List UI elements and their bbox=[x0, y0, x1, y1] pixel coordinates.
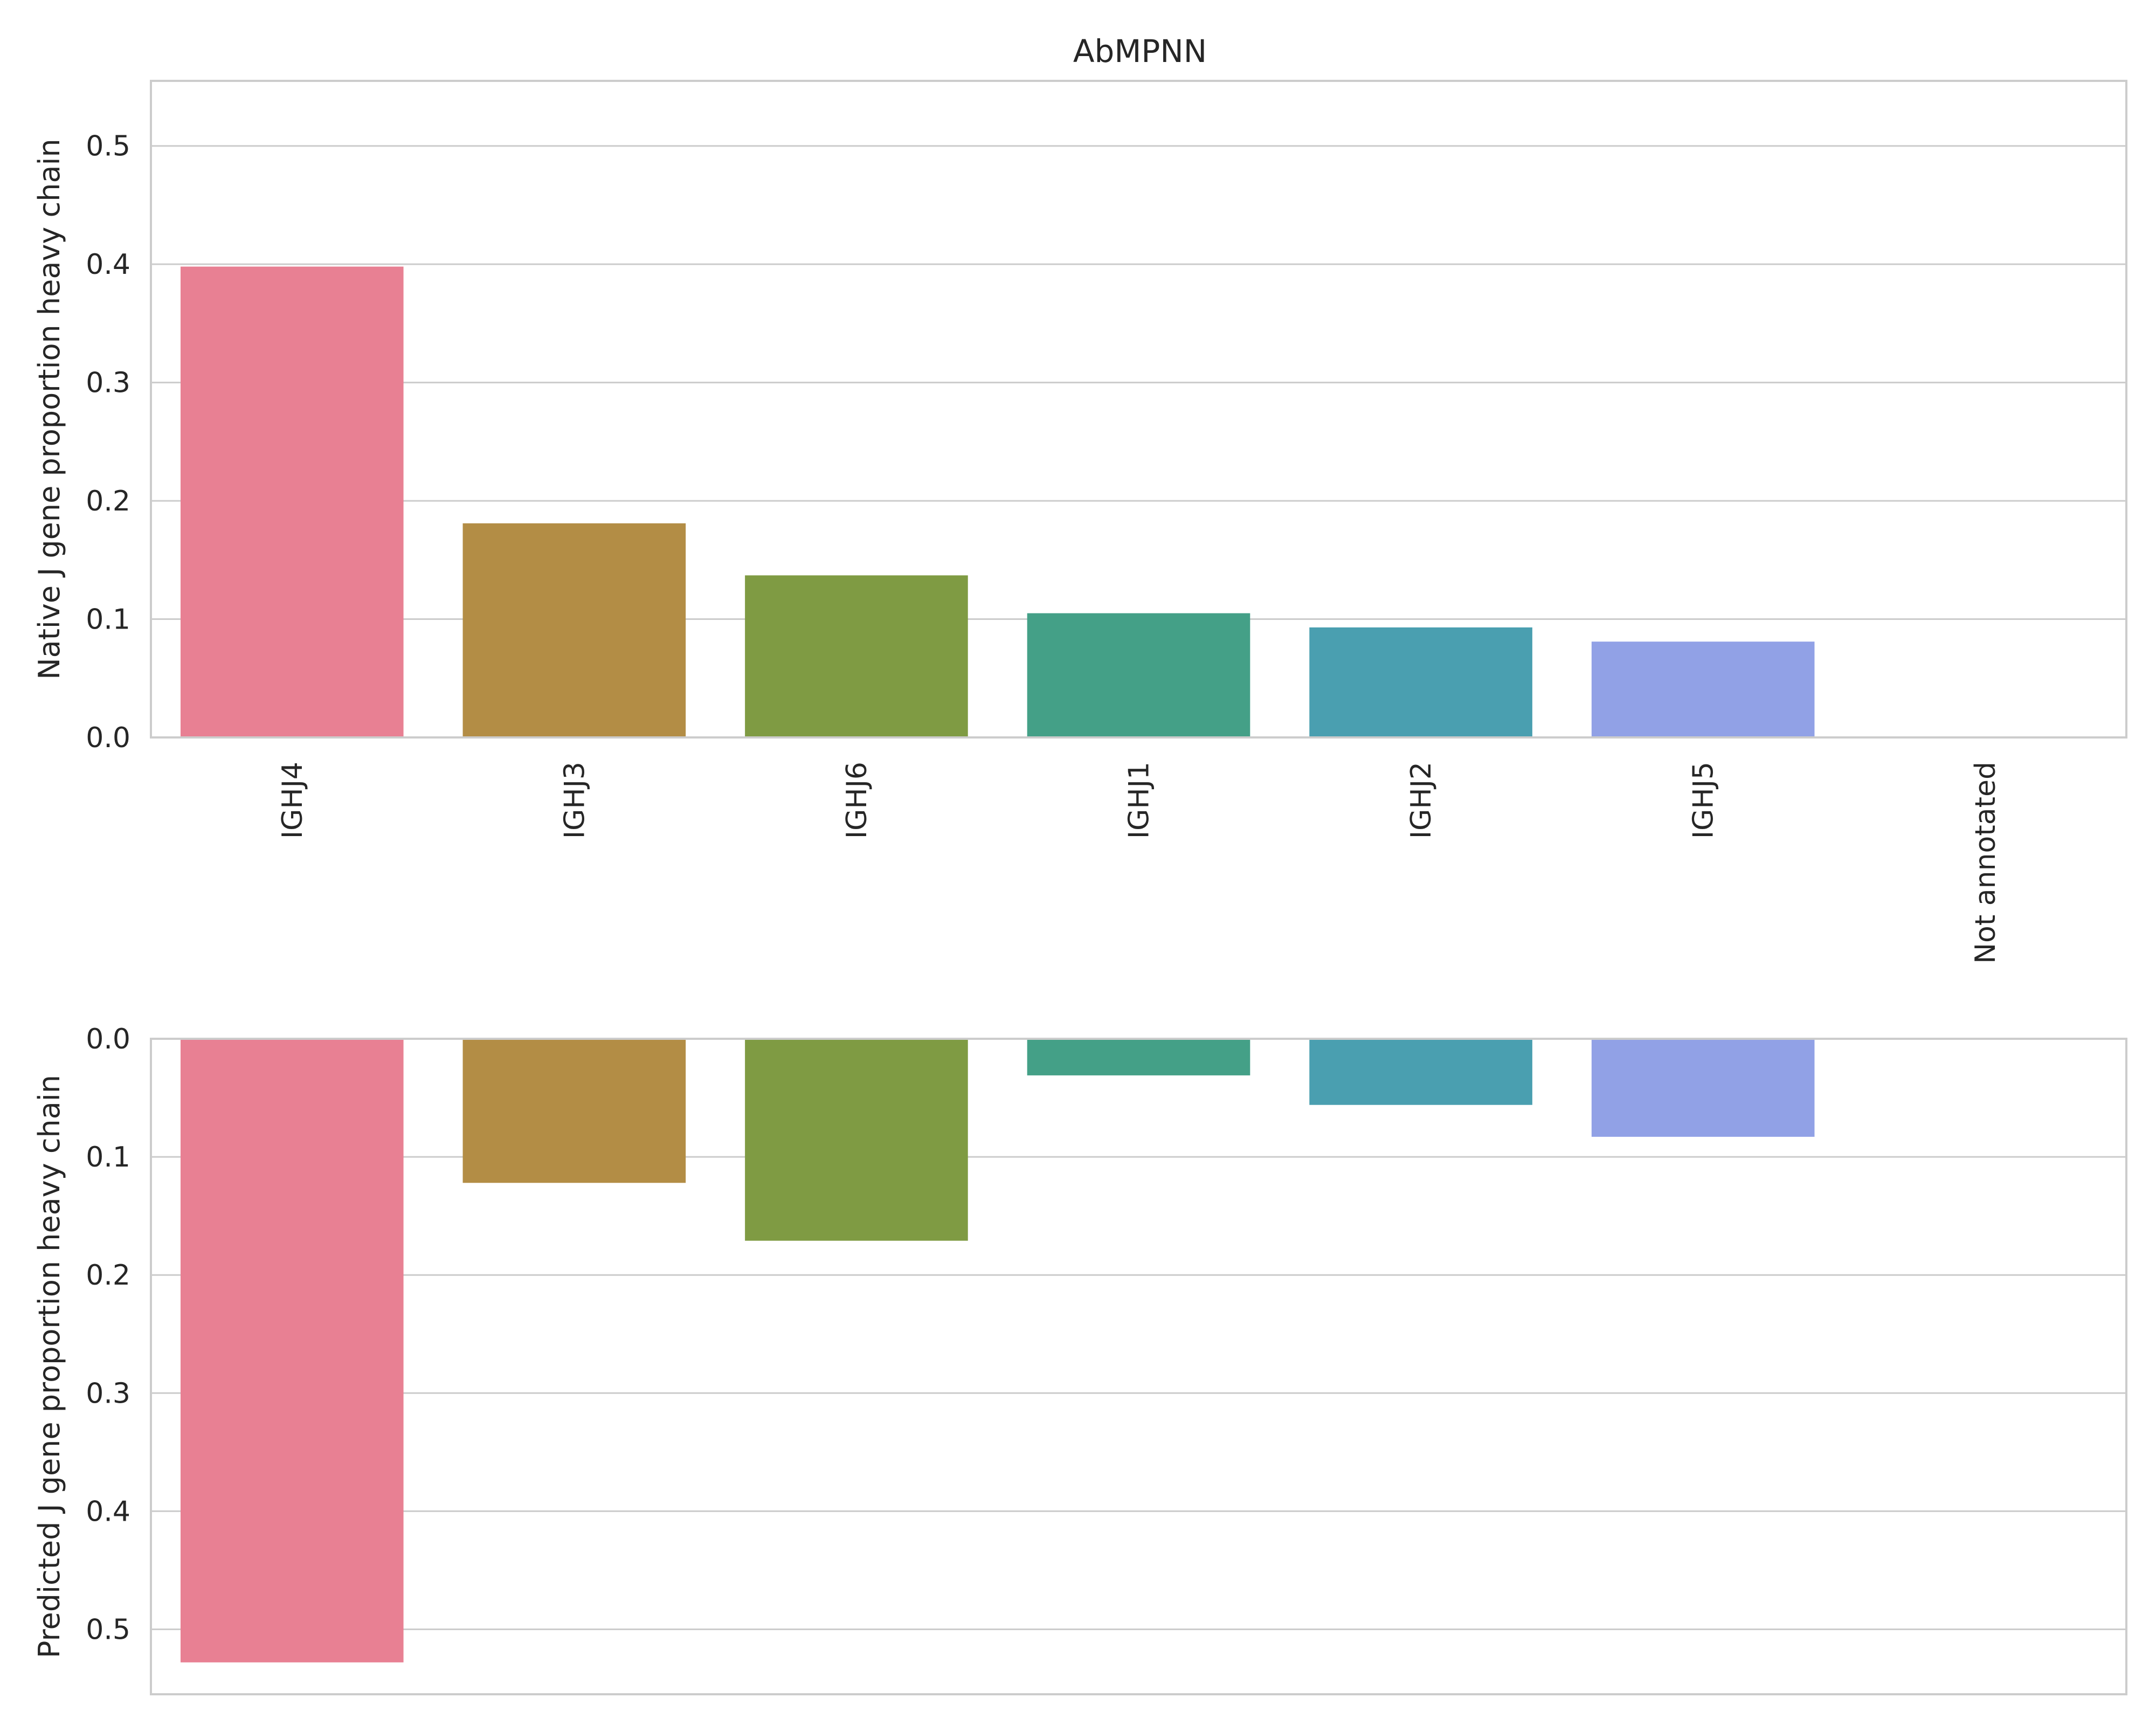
predicted-y-tick-label: 0.3 bbox=[86, 1377, 130, 1410]
predicted-y-tick-label: 0.1 bbox=[86, 1141, 130, 1174]
x-tick-label: IGHJ2 bbox=[1405, 762, 1438, 839]
chart-title: AbMPNN bbox=[1073, 33, 1207, 70]
native-bar-ighj2 bbox=[1309, 627, 1532, 737]
native-bar-ighj3 bbox=[462, 523, 686, 737]
native-y-axis-label: Native J gene proportion heavy chain bbox=[32, 139, 66, 680]
predicted-bar-ighj3 bbox=[462, 1039, 686, 1183]
predicted-bar-ighj6 bbox=[745, 1039, 968, 1241]
predicted-y-tick-label: 0.2 bbox=[86, 1259, 130, 1292]
native-y-tick-label: 0.0 bbox=[86, 722, 130, 754]
predicted-bar-ighj1 bbox=[1027, 1039, 1250, 1075]
predicted-bar-ighj5 bbox=[1591, 1039, 1815, 1137]
x-tick-label: IGHJ1 bbox=[1123, 762, 1156, 839]
predicted-axes-frame bbox=[150, 1038, 2127, 1695]
native-bar-ighj5 bbox=[1591, 641, 1815, 737]
predicted-y-tick-label: 0.4 bbox=[86, 1495, 130, 1528]
x-tick-label: IGHJ3 bbox=[558, 762, 591, 839]
x-tick-label: IGHJ6 bbox=[841, 762, 873, 839]
native-bar-ighj6 bbox=[745, 575, 968, 737]
predicted-y-tick-label: 0.0 bbox=[86, 1023, 130, 1055]
native-y-tick-label: 0.4 bbox=[86, 249, 130, 281]
predicted-panel: 0.0 0.1 0.2 0.3 0.4 0.5 Predicted J gene propo… bbox=[32, 1023, 2127, 1695]
native-panel: 0.0 0.1 0.2 0.3 0.4 0.5 IGHJ4 IGHJ3 IGHJ6 IGHJ1 IG… bbox=[32, 80, 2127, 964]
x-tick-label: Not annotated bbox=[1970, 762, 2002, 964]
native-y-tick-label: 0.5 bbox=[86, 130, 130, 163]
predicted-bar-ighj4 bbox=[180, 1039, 404, 1662]
native-bar-ighj4 bbox=[180, 266, 404, 737]
predicted-y-tick-label: 0.5 bbox=[86, 1613, 130, 1646]
native-axes-frame bbox=[150, 80, 2127, 739]
predicted-y-axis-label: Predicted J gene proportion heavy chain bbox=[32, 1075, 66, 1658]
predicted-bar-ighj2 bbox=[1309, 1039, 1532, 1105]
native-bar-ighj1 bbox=[1027, 613, 1250, 737]
x-tick-label: IGHJ4 bbox=[277, 762, 309, 839]
x-tick-label: IGHJ5 bbox=[1688, 762, 1720, 839]
native-y-tick-label: 0.2 bbox=[86, 485, 130, 518]
native-y-tick-label: 0.1 bbox=[86, 604, 130, 636]
native-y-tick-label: 0.3 bbox=[86, 367, 130, 399]
